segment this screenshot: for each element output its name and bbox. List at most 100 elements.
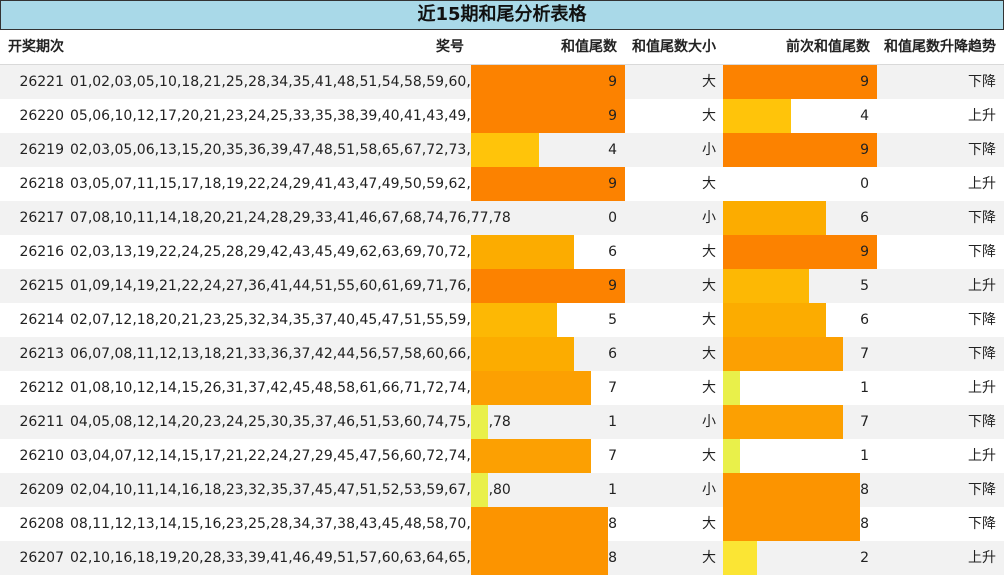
tail-cell-value: 9: [608, 176, 617, 192]
table-row: 26213 06,07,08,11,12,13,18,21,33,36,37,42…: [0, 337, 1004, 371]
period-cell: 26221: [19, 74, 64, 90]
period-cell: 26217: [19, 210, 64, 226]
numbers-cell: 01,09,14,19,21,22,24,27,36,41,44,51,55,6…: [70, 278, 511, 294]
table-row: 26212 01,08,10,12,14,15,26,31,37,42,45,48…: [0, 371, 1004, 405]
tail-cell-bar: [471, 371, 591, 405]
prev-tail-cell: 4: [723, 99, 877, 133]
tail-cell: 5: [471, 303, 625, 337]
header-tail: 和值尾数: [561, 39, 617, 55]
prev-tail-cell: 8: [723, 507, 877, 541]
table-row: 26217 07,08,10,11,14,18,20,21,24,28,29,33…: [0, 201, 1004, 235]
tail-cell: 9: [471, 99, 625, 133]
tail-cell-value: 8: [608, 550, 617, 566]
prev-tail-cell-bar: [723, 303, 826, 337]
trend-cell: 下降: [968, 346, 996, 362]
trend-cell: 下降: [968, 210, 996, 226]
numbers-cell: 02,03,13,19,22,24,25,28,29,42,43,45,49,6…: [70, 244, 511, 260]
period-cell: 26214: [19, 312, 64, 328]
trend-cell: 下降: [968, 312, 996, 328]
period-cell: 26215: [19, 278, 64, 294]
size-cell: 大: [702, 448, 716, 464]
tail-cell-value: 4: [608, 142, 617, 158]
tail-cell-bar: [471, 507, 608, 541]
prev-tail-cell: 6: [723, 303, 877, 337]
numbers-cell: 01,08,10,12,14,15,26,31,37,42,45,48,58,6…: [70, 380, 511, 396]
tail-cell: 1: [471, 405, 625, 439]
numbers-cell: 04,05,08,12,14,20,23,24,25,30,35,37,46,5…: [70, 414, 511, 430]
prev-tail-cell-bar: [723, 405, 843, 439]
prev-tail-cell-bar: [723, 473, 860, 507]
period-cell: 26216: [19, 244, 64, 260]
numbers-cell: 07,08,10,11,14,18,20,21,24,28,29,33,41,4…: [70, 210, 511, 226]
prev-tail-cell: 6: [723, 201, 877, 235]
tail-cell-bar: [471, 473, 488, 507]
tail-cell-bar: [471, 167, 625, 201]
table-row: 26211 04,05,08,12,14,20,23,24,25,30,35,37…: [0, 405, 1004, 439]
tail-cell: 4: [471, 133, 625, 167]
period-cell: 26211: [19, 414, 64, 430]
prev-tail-cell-bar: [723, 371, 740, 405]
prev-tail-cell-bar: [723, 439, 740, 473]
size-cell: 大: [702, 176, 716, 192]
prev-tail-cell-value: 8: [860, 516, 869, 532]
tail-cell-value: 7: [608, 448, 617, 464]
tail-cell-value: 1: [608, 482, 617, 498]
tail-cell: 7: [471, 371, 625, 405]
trend-cell: 下降: [968, 516, 996, 532]
prev-tail-cell-bar: [723, 201, 826, 235]
trend-cell: 下降: [968, 74, 996, 90]
size-cell: 小: [702, 482, 716, 498]
prev-tail-cell: 2: [723, 541, 877, 575]
trend-cell: 上升: [968, 176, 996, 192]
prev-tail-cell-value: 7: [860, 346, 869, 362]
numbers-cell: 02,03,05,06,13,15,20,35,36,39,47,48,51,5…: [70, 142, 511, 158]
period-cell: 26210: [19, 448, 64, 464]
numbers-cell: 02,07,12,18,20,21,23,25,32,34,35,37,40,4…: [70, 312, 511, 328]
period-cell: 26218: [19, 176, 64, 192]
trend-cell: 上升: [968, 550, 996, 566]
prev-tail-cell-bar: [723, 65, 877, 99]
table-row: 26216 02,03,13,19,22,24,25,28,29,42,43,45…: [0, 235, 1004, 269]
table-row: 26214 02,07,12,18,20,21,23,25,32,34,35,37…: [0, 303, 1004, 337]
tail-cell: 0: [471, 201, 625, 235]
trend-cell: 上升: [968, 108, 996, 124]
trend-cell: 下降: [968, 142, 996, 158]
tail-cell-value: 9: [608, 108, 617, 124]
numbers-cell: 03,05,07,11,15,17,18,19,22,24,29,41,43,4…: [70, 176, 511, 192]
prev-tail-cell-value: 5: [860, 278, 869, 294]
prev-tail-cell-value: 6: [860, 312, 869, 328]
prev-tail-cell: 9: [723, 235, 877, 269]
tail-cell: 9: [471, 167, 625, 201]
size-cell: 小: [702, 142, 716, 158]
size-cell: 大: [702, 244, 716, 260]
table-row: 26219 02,03,05,06,13,15,20,35,36,39,47,48…: [0, 133, 1004, 167]
tail-cell-value: 9: [608, 278, 617, 294]
tail-cell-value: 0: [608, 210, 617, 226]
trend-cell: 下降: [968, 414, 996, 430]
numbers-cell: 08,11,12,13,14,15,16,23,25,28,34,37,38,4…: [70, 516, 511, 532]
tail-cell: 6: [471, 337, 625, 371]
size-cell: 大: [702, 108, 716, 124]
prev-tail-cell: 9: [723, 65, 877, 99]
table-header: 开奖期次 奖号 和值尾数 和值尾数大小 前次和值尾数 和值尾数升降趋势: [0, 30, 1004, 65]
prev-tail-cell-bar: [723, 99, 791, 133]
size-cell: 大: [702, 74, 716, 90]
size-cell: 大: [702, 516, 716, 532]
size-cell: 大: [702, 550, 716, 566]
prev-tail-cell-value: 1: [860, 448, 869, 464]
size-cell: 大: [702, 380, 716, 396]
numbers-cell: 02,10,16,18,19,20,28,33,39,41,46,49,51,5…: [70, 550, 511, 566]
prev-tail-cell-value: 9: [860, 74, 869, 90]
tail-cell: 6: [471, 235, 625, 269]
prev-tail-cell-value: 7: [860, 414, 869, 430]
tail-cell: 9: [471, 269, 625, 303]
tail-cell-value: 5: [608, 312, 617, 328]
table-row: 26220 05,06,10,12,17,20,21,23,24,25,33,35…: [0, 99, 1004, 133]
table-row: 26208 08,11,12,13,14,15,16,23,25,28,34,37…: [0, 507, 1004, 541]
header-period: 开奖期次: [8, 39, 64, 55]
prev-tail-cell-bar: [723, 541, 757, 575]
prev-tail-cell: 7: [723, 337, 877, 371]
prev-tail-cell-bar: [723, 337, 843, 371]
header-numbers: 奖号: [436, 39, 464, 55]
table-row: 26215 01,09,14,19,21,22,24,27,36,41,44,51…: [0, 269, 1004, 303]
